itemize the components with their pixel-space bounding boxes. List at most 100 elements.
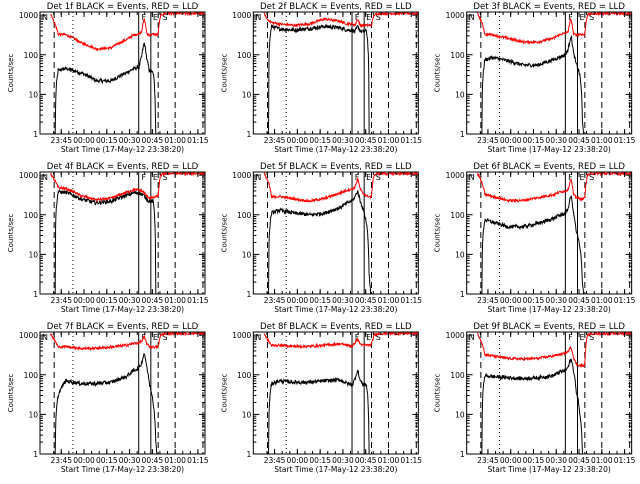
x-tick-label: 23:45 (477, 296, 499, 305)
region-label: S (162, 13, 167, 22)
x-tick-label: 01:15 (614, 296, 636, 305)
region-label: N (42, 333, 48, 342)
series-events-line (477, 34, 589, 134)
x-tick-label: 00:15 (96, 136, 118, 145)
y-tick-label: 100 (450, 371, 465, 380)
x-tick-label: 23:45 (50, 136, 72, 145)
x-tick-label: 23:45 (477, 136, 499, 145)
y-tick-label: 1 (247, 450, 252, 459)
region-label: E (153, 173, 158, 182)
x-tick-label: 00:45 (355, 136, 377, 145)
x-axis-label: Start Time (17-May-12 23:38:20) (488, 145, 611, 154)
x-tick-label: 01:15 (187, 456, 209, 465)
region-label: N (469, 13, 475, 22)
x-tick-label: 01:15 (614, 136, 636, 145)
series-events-line (263, 190, 376, 294)
x-tick-label: 00:00 (500, 456, 522, 465)
y-axis-label: Counts/sec (434, 54, 442, 93)
x-tick-label: 00:45 (568, 456, 590, 465)
y-tick-label: 10 (242, 90, 252, 99)
x-tick-label: 00:00 (287, 456, 309, 465)
series-lld-line (263, 12, 419, 29)
region-label: F (568, 173, 573, 182)
y-axis-label: Counts/sec (220, 374, 228, 413)
x-tick-label: 00:30 (332, 456, 354, 465)
series-events-line (50, 42, 162, 134)
x-tick-label: 00:15 (309, 136, 331, 145)
x-tick-label: 00:30 (545, 296, 567, 305)
y-tick-label: 1 (33, 450, 38, 459)
y-tick-label: 10 (455, 250, 465, 259)
x-tick-label: 00:00 (73, 136, 95, 145)
x-tick-label: 01:00 (378, 456, 400, 465)
region-label: N (469, 333, 475, 342)
x-tick-label: 01:15 (187, 136, 209, 145)
chart-title: Det 3f BLACK = Events, RED = LLD (473, 2, 625, 12)
y-tick-label: 1000 (446, 171, 465, 180)
region-label: S (162, 173, 167, 182)
plot-frame (252, 331, 419, 455)
region-label: F (355, 173, 360, 182)
plot-frame (39, 171, 206, 295)
x-tick-label: 00:30 (545, 456, 567, 465)
series-events-line (263, 369, 372, 454)
x-tick-label: 01:00 (591, 296, 613, 305)
x-tick-label: 00:15 (523, 136, 545, 145)
y-axis-label: Counts/sec (7, 374, 15, 413)
x-tick-label: 00:45 (142, 136, 164, 145)
chart-title: Det 1f BLACK = Events, RED = LLD (47, 2, 199, 12)
series-lld-line (263, 172, 419, 203)
y-tick-label: 1000 (446, 331, 465, 340)
series-events-line (263, 23, 372, 134)
region-label: E (366, 333, 371, 342)
x-tick-label: 23:45 (477, 456, 499, 465)
region-label: N (469, 173, 475, 182)
plot-frame (466, 331, 633, 455)
series-lld-line (50, 12, 205, 52)
x-axis-label: Start Time (17-May-12 23:38:20) (488, 465, 611, 474)
region-label: E (366, 173, 371, 182)
region-label: S (376, 333, 381, 342)
x-tick-label: 00:45 (568, 136, 590, 145)
plot-frame (252, 11, 419, 135)
y-tick-label: 1 (460, 130, 465, 139)
y-tick-label: 10 (28, 250, 38, 259)
region-label: E (366, 13, 371, 22)
x-tick-label: 00:30 (332, 296, 354, 305)
y-tick-label: 1000 (232, 331, 251, 340)
plot-frame (39, 331, 206, 455)
x-axis-label: Start Time (17-May-12 23:38:20) (274, 305, 397, 314)
x-tick-label: 01:15 (614, 456, 636, 465)
chart-title: Det 8f BLACK = Events, RED = LLD (260, 322, 412, 332)
region-label: S (589, 13, 594, 22)
y-tick-label: 1000 (19, 171, 38, 180)
x-tick-label: 01:00 (164, 456, 186, 465)
region-label: S (589, 333, 594, 342)
series-lld-line (263, 332, 419, 350)
region-label: S (376, 13, 381, 22)
y-axis-label: Counts/sec (434, 214, 442, 253)
plot-frame (39, 11, 206, 135)
plot-frame (466, 11, 633, 135)
series-events-line (50, 352, 162, 454)
x-axis-label: Start Time (17-May-12 23:38:20) (488, 305, 611, 314)
region-label: F (141, 173, 146, 182)
x-axis-label: Start Time (17-May-12 23:38:20) (61, 145, 184, 154)
series-events-line (50, 189, 159, 294)
x-tick-label: 23:45 (264, 296, 286, 305)
y-axis-label: Counts/sec (434, 374, 442, 413)
plot-frame (252, 171, 419, 295)
y-axis-label: Counts/sec (7, 214, 15, 253)
y-tick-label: 100 (450, 51, 465, 60)
y-tick-label: 10 (242, 250, 252, 259)
x-tick-label: 00:30 (119, 136, 141, 145)
x-tick-label: 00:15 (523, 456, 545, 465)
